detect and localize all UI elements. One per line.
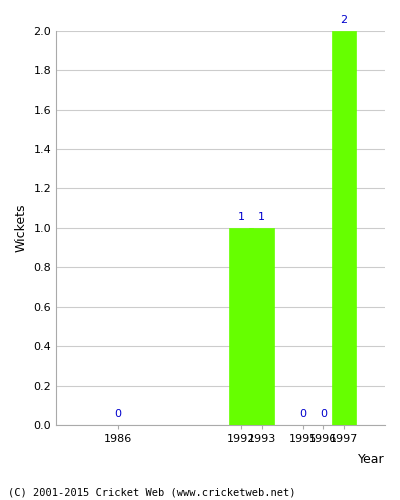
Text: 1: 1 <box>238 212 245 222</box>
Text: 0: 0 <box>299 409 306 419</box>
Text: (C) 2001-2015 Cricket Web (www.cricketweb.net): (C) 2001-2015 Cricket Web (www.cricketwe… <box>8 488 296 498</box>
Text: 0: 0 <box>320 409 327 419</box>
Bar <box>332 31 356 425</box>
Bar <box>249 228 274 425</box>
Text: 2: 2 <box>340 15 348 25</box>
Text: 0: 0 <box>114 409 121 419</box>
Bar <box>229 228 254 425</box>
Y-axis label: Wickets: Wickets <box>15 204 28 252</box>
Text: Year: Year <box>358 452 385 466</box>
Text: 1: 1 <box>258 212 265 222</box>
